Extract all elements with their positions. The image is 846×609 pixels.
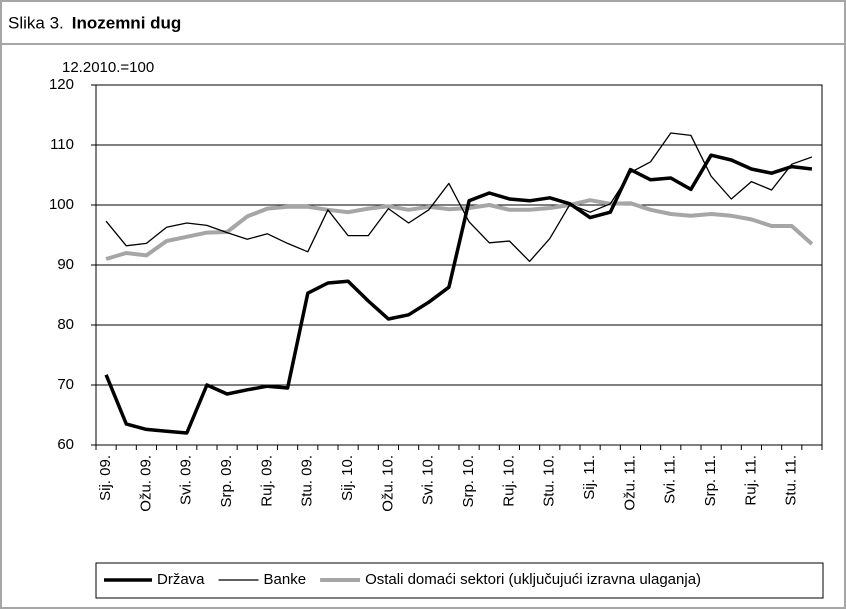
legend-label: Država	[157, 571, 205, 588]
x-tick-label: Srp. 10.	[460, 455, 477, 508]
x-tick-label: Ožu. 09.	[137, 455, 154, 512]
x-tick-label: Srp. 11.	[702, 455, 719, 506]
y-tick-label: 70	[57, 376, 74, 393]
x-tick-label: Ožu. 11.	[621, 455, 638, 511]
series-line	[105, 132, 813, 263]
x-tick-label: Stu. 10.	[541, 455, 558, 507]
chart-title: Inozemni dug	[72, 13, 182, 32]
x-tick-label: Stu. 09.	[299, 455, 316, 507]
x-tick-label: Stu. 11.	[783, 455, 800, 506]
x-tick-label: Sij. 09.	[97, 455, 114, 501]
series-line	[104, 153, 813, 435]
x-tick-label: Sij. 10.	[339, 455, 356, 501]
legend-label: Banke	[264, 571, 307, 588]
y-tick-label: 90	[57, 256, 74, 273]
x-tick-label: Ruj. 10.	[500, 455, 517, 507]
figure-number: Slika 3.	[8, 13, 64, 32]
x-tick-label: Srp. 09.	[218, 455, 235, 508]
series-line	[105, 198, 814, 261]
y-tick-label: 120	[49, 76, 74, 93]
x-tick-label: Ožu. 10.	[379, 455, 396, 512]
axis-note: 12.2010.=100	[62, 59, 154, 76]
legend-box	[95, 562, 824, 599]
y-tick-label: 110	[50, 136, 74, 153]
y-tick-label: 100	[49, 196, 74, 213]
y-tick-label: 80	[57, 316, 74, 333]
x-tick-label: Ruj. 09.	[258, 455, 275, 507]
legend-label: Ostali domaći sektori (uključujući izrav…	[365, 571, 701, 588]
y-tick-label: 60	[57, 436, 74, 453]
x-tick-label: Sij. 11.	[581, 455, 598, 500]
x-tick-label: Svi. 11.	[662, 455, 679, 504]
x-tick-label: Svi. 09.	[178, 455, 195, 505]
x-tick-label: Ruj. 11.	[742, 455, 759, 506]
x-tick-label: Svi. 10.	[420, 455, 437, 505]
